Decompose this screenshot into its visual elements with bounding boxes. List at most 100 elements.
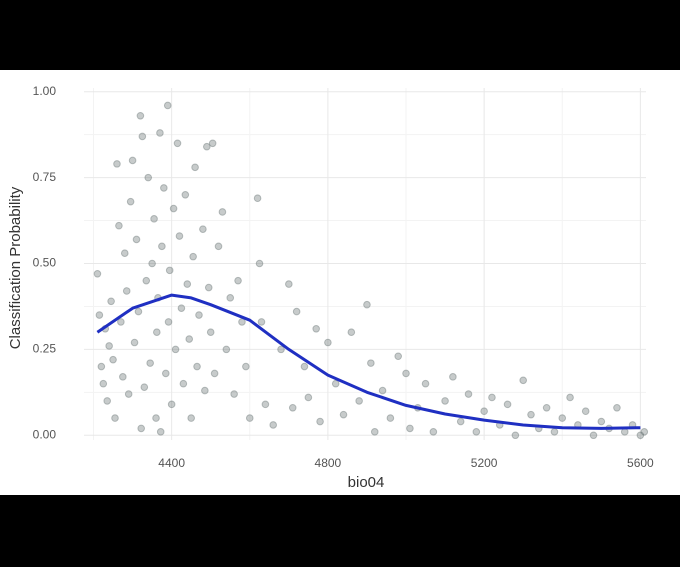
- point: [173, 139, 182, 148]
- point: [597, 417, 606, 426]
- point: [378, 386, 387, 395]
- point: [103, 397, 112, 405]
- point: [99, 379, 108, 388]
- point: [542, 403, 551, 412]
- point: [472, 428, 481, 436]
- point: [429, 428, 438, 436]
- point: [167, 400, 176, 409]
- point: [230, 390, 238, 398]
- point: [136, 111, 145, 120]
- point: [152, 414, 160, 422]
- point: [488, 393, 496, 402]
- point: [312, 324, 320, 333]
- point: [566, 393, 574, 402]
- point: [163, 101, 172, 110]
- point: [255, 259, 264, 268]
- point: [204, 283, 213, 292]
- point: [347, 328, 356, 337]
- point: [355, 397, 363, 405]
- x-axis-title: bio04: [348, 474, 385, 491]
- point: [226, 294, 235, 302]
- point: [234, 276, 242, 285]
- point: [339, 410, 348, 419]
- point: [394, 352, 403, 361]
- point: [142, 276, 151, 285]
- point: [316, 417, 324, 426]
- y-axis-title: Classification Probability: [7, 186, 24, 349]
- point: [613, 403, 621, 412]
- point: [128, 156, 137, 165]
- point: [300, 362, 309, 371]
- point: [183, 280, 192, 288]
- point: [208, 139, 217, 148]
- point: [203, 142, 211, 151]
- point: [245, 414, 254, 422]
- point: [93, 270, 102, 278]
- point: [148, 259, 156, 268]
- y-tick-label: 0.25: [33, 342, 57, 356]
- point: [95, 311, 104, 319]
- point: [185, 335, 194, 343]
- point: [370, 428, 379, 436]
- point: [421, 379, 430, 388]
- point: [511, 431, 520, 440]
- point: [519, 376, 527, 385]
- point: [261, 400, 270, 409]
- point: [210, 369, 219, 378]
- point: [277, 345, 285, 354]
- y-tick-label: 1.00: [33, 84, 57, 98]
- point: [164, 318, 173, 326]
- point: [206, 328, 215, 337]
- point: [214, 242, 223, 251]
- point: [589, 431, 598, 440]
- point: [169, 204, 178, 213]
- point: [269, 421, 278, 429]
- y-tick-label: 0.00: [33, 427, 57, 441]
- point: [126, 197, 135, 206]
- point: [160, 184, 168, 192]
- x-tick-label: 4800: [315, 456, 342, 470]
- point: [367, 359, 375, 367]
- point: [527, 410, 535, 419]
- point: [175, 232, 184, 240]
- point: [137, 424, 145, 433]
- point: [105, 342, 113, 350]
- point: [117, 318, 125, 326]
- point: [222, 345, 231, 354]
- point: [161, 369, 170, 378]
- point: [165, 266, 174, 275]
- point: [257, 318, 266, 326]
- point: [304, 393, 313, 402]
- point: [402, 369, 410, 378]
- point: [119, 373, 127, 381]
- point: [285, 280, 293, 288]
- point: [253, 194, 262, 203]
- point: [550, 428, 559, 436]
- point: [199, 225, 207, 233]
- point: [153, 328, 161, 337]
- point: [156, 129, 164, 137]
- point: [150, 215, 158, 223]
- point: [146, 359, 154, 367]
- point: [134, 307, 143, 316]
- point: [581, 407, 590, 416]
- x-tick-label: 5200: [471, 456, 498, 470]
- point: [179, 379, 188, 388]
- point: [636, 431, 645, 440]
- point: [132, 235, 141, 244]
- point: [140, 383, 149, 391]
- point: [120, 249, 129, 257]
- smooth-line: [96, 293, 641, 430]
- point: [111, 414, 119, 422]
- point: [109, 355, 117, 364]
- point: [406, 424, 414, 433]
- point: [171, 345, 180, 354]
- point: [288, 403, 297, 412]
- point: [558, 414, 567, 422]
- point: [242, 362, 250, 371]
- point: [122, 287, 131, 295]
- point: [363, 300, 371, 309]
- x-tick-label: 4400: [158, 456, 185, 470]
